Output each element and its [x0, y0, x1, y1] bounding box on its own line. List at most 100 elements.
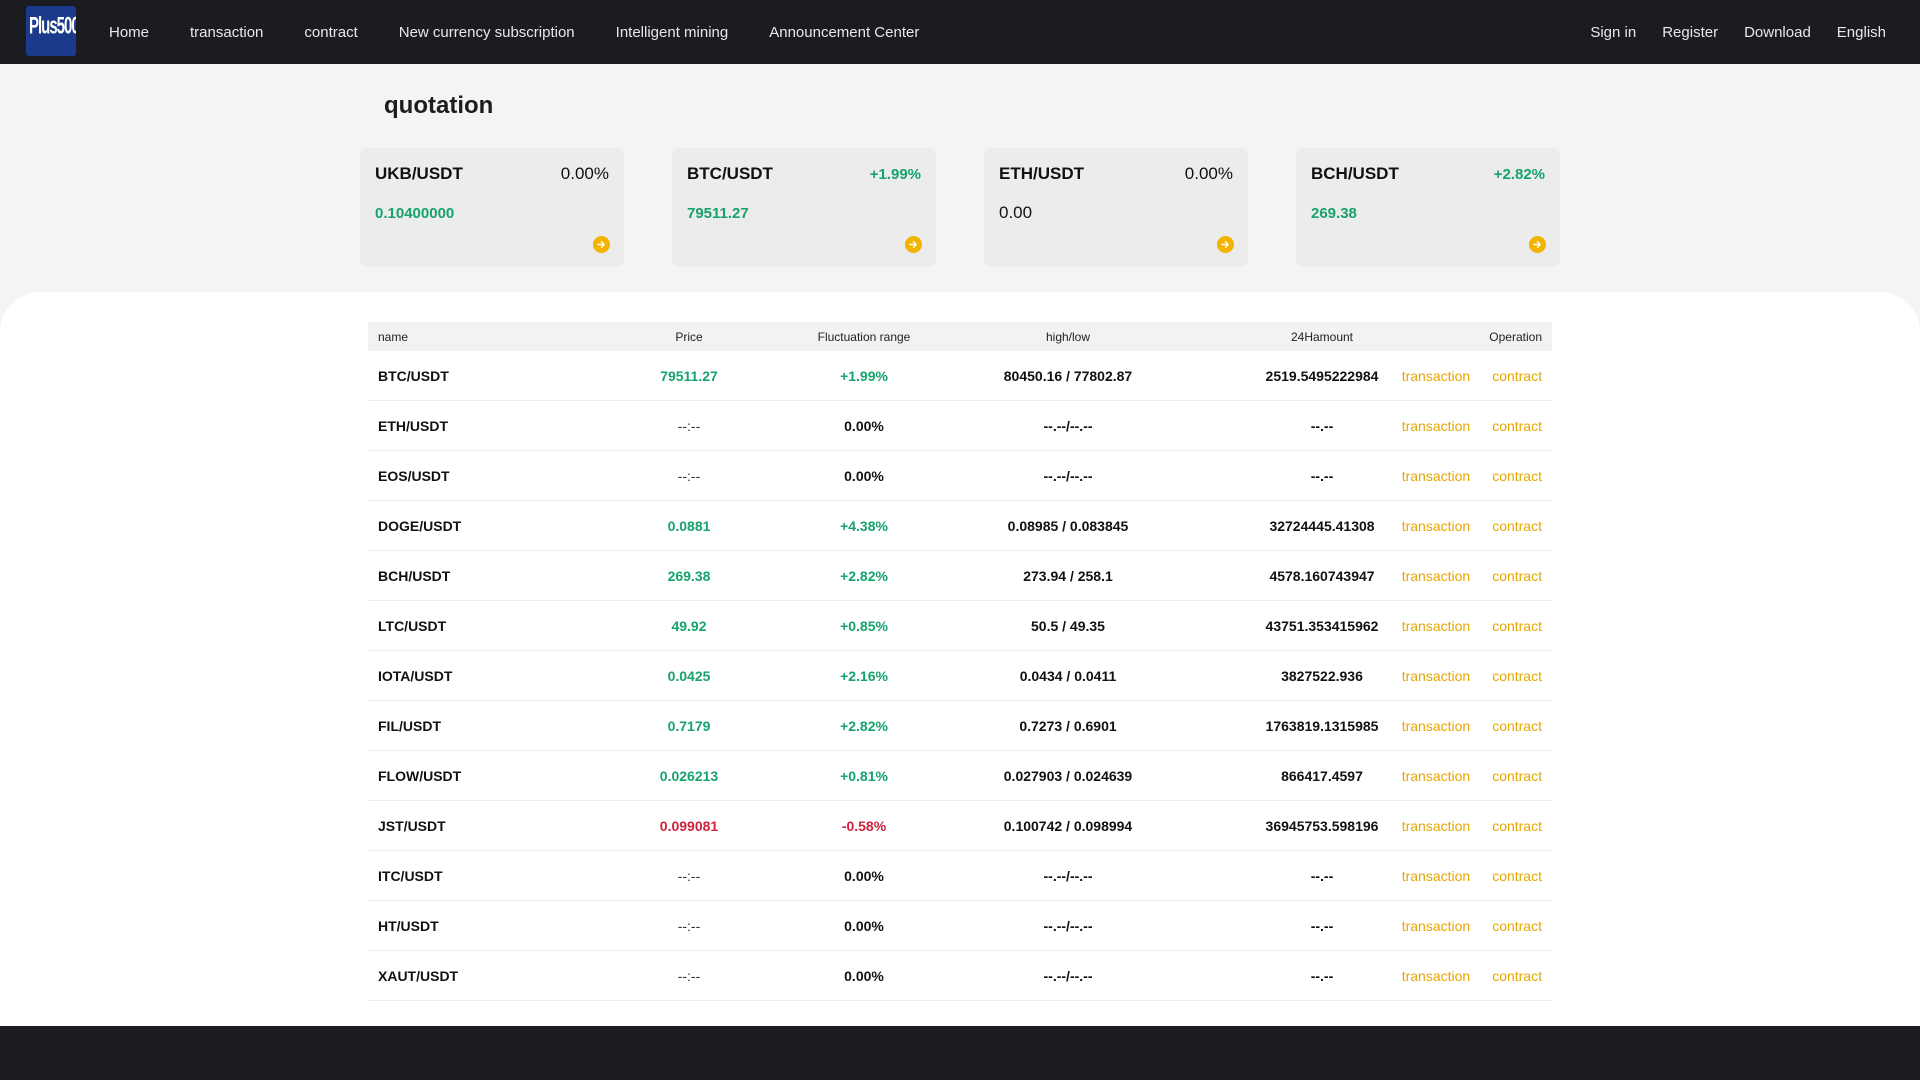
- table-row[interactable]: HT/USDT --:-- 0.00% --.--/--.-- --.-- transac…: [368, 901, 1552, 951]
- arrow-right-icon[interactable]: [905, 236, 922, 253]
- contract-link[interactable]: contract: [1492, 367, 1542, 384]
- quote-card-price: 0.10400000: [375, 205, 455, 222]
- pair-price: 0.0881: [667, 517, 711, 534]
- table-row[interactable]: ETH/USDT --:-- 0.00% --.--/--.-- --.-- transa…: [368, 401, 1552, 451]
- contract-link[interactable]: contract: [1492, 817, 1542, 834]
- language-selector[interactable]: English: [1836, 23, 1886, 41]
- transaction-link[interactable]: transaction: [1401, 467, 1471, 484]
- operation-links: transaction contract: [1380, 601, 1542, 650]
- contract-link[interactable]: contract: [1492, 567, 1542, 584]
- operation-links: transaction contract: [1380, 951, 1542, 1000]
- quotation-title: quotation: [384, 92, 494, 119]
- pair-24h-amount: 3827522.936: [1281, 667, 1363, 684]
- operation-links: transaction contract: [1380, 551, 1542, 600]
- pair-24h-amount: 866417.4597: [1281, 767, 1363, 784]
- pair-price: --:--: [677, 917, 701, 934]
- pair-fluctuation: 0.00%: [844, 867, 884, 884]
- contract-link[interactable]: contract: [1492, 917, 1542, 934]
- contract-link[interactable]: contract: [1492, 767, 1542, 784]
- pair-high-low: --.--/--.--: [1043, 467, 1093, 484]
- transaction-link[interactable]: transaction: [1401, 617, 1471, 634]
- register-link[interactable]: Register: [1662, 23, 1719, 41]
- header-24h-amount: 24Hamount: [1290, 329, 1354, 344]
- table-row[interactable]: DOGE/USDT 0.0881 +4.38% 0.08985 / 0.083845 3…: [368, 501, 1552, 551]
- logo-text: Plus500: [29, 12, 76, 41]
- pair-price: 269.38: [667, 567, 711, 584]
- contract-link[interactable]: contract: [1492, 417, 1542, 434]
- table-row[interactable]: ITC/USDT --:-- 0.00% --.--/--.-- --.-- transa…: [368, 851, 1552, 901]
- nav-new-currency-subscription[interactable]: New currency subscription: [398, 23, 575, 41]
- pair-name: ETH/USDT: [378, 417, 448, 434]
- sign-in-link[interactable]: Sign in: [1590, 23, 1637, 41]
- pair-name: XAUT/USDT: [378, 967, 459, 984]
- pair-fluctuation: 0.00%: [844, 417, 884, 434]
- pair-24h-amount: --.--: [1310, 417, 1334, 434]
- transaction-link[interactable]: transaction: [1401, 517, 1471, 534]
- nav-announcement-center[interactable]: Announcement Center: [769, 23, 920, 41]
- quote-card[interactable]: UKB/USDT 0.00% 0.10400000: [360, 148, 624, 267]
- pair-name: LTC/USDT: [378, 617, 447, 634]
- transaction-link[interactable]: transaction: [1401, 367, 1471, 384]
- operation-links: transaction contract: [1380, 451, 1542, 500]
- transaction-link[interactable]: transaction: [1401, 817, 1471, 834]
- table-row[interactable]: FIL/USDT 0.7179 +2.82% 0.7273 / 0.6901 17638…: [368, 701, 1552, 751]
- table-row[interactable]: LTC/USDT 49.92 +0.85% 50.5 / 49.35 43751.353…: [368, 601, 1552, 651]
- transaction-link[interactable]: transaction: [1401, 767, 1471, 784]
- pair-name: BTC/USDT: [378, 367, 449, 384]
- table-row[interactable]: FLOW/USDT 0.026213 +0.81% 0.027903 / 0.0246…: [368, 751, 1552, 801]
- transaction-link[interactable]: transaction: [1401, 567, 1471, 584]
- contract-link[interactable]: contract: [1492, 467, 1542, 484]
- download-link[interactable]: Download: [1744, 23, 1811, 41]
- contract-link[interactable]: contract: [1492, 717, 1542, 734]
- transaction-link[interactable]: transaction: [1401, 667, 1471, 684]
- top-navigation-bar: Plus500 Home transaction contract New cu…: [0, 0, 1920, 64]
- pair-fluctuation: +4.38%: [840, 517, 888, 534]
- pair-price: 79511.27: [660, 367, 718, 384]
- transaction-link[interactable]: transaction: [1401, 967, 1471, 984]
- nav-contract[interactable]: contract: [304, 23, 358, 41]
- pair-fluctuation: +2.16%: [840, 667, 888, 684]
- nav-transaction[interactable]: transaction: [190, 23, 264, 41]
- quote-card[interactable]: ETH/USDT 0.00% 0.00: [984, 148, 1248, 267]
- pair-price: --:--: [677, 417, 701, 434]
- table-row[interactable]: BTC/USDT 79511.27 +1.99% 80450.16 / 77802.8…: [368, 351, 1552, 401]
- nav-intelligent-mining[interactable]: Intelligent mining: [615, 23, 729, 41]
- pair-fluctuation: +1.99%: [840, 367, 888, 384]
- transaction-link[interactable]: transaction: [1401, 917, 1471, 934]
- contract-link[interactable]: contract: [1492, 867, 1542, 884]
- pair-high-low: --.--/--.--: [1043, 867, 1093, 884]
- arrow-right-icon[interactable]: [1217, 236, 1234, 253]
- pair-24h-amount: 1763819.1315985: [1265, 717, 1379, 734]
- contract-link[interactable]: contract: [1492, 617, 1542, 634]
- arrow-right-icon[interactable]: [593, 236, 610, 253]
- pair-high-low: --.--/--.--: [1043, 417, 1093, 434]
- quote-card[interactable]: BTC/USDT +1.99% 79511.27: [672, 148, 936, 267]
- table-row[interactable]: EOS/USDT --:-- 0.00% --.--/--.-- --.-- transa…: [368, 451, 1552, 501]
- table-row[interactable]: BCH/USDT 269.38 +2.82% 273.94 / 258.1 4578.1…: [368, 551, 1552, 601]
- pair-high-low: 80450.16 / 77802.87: [1003, 367, 1133, 384]
- transaction-link[interactable]: transaction: [1401, 867, 1471, 884]
- quote-card[interactable]: BCH/USDT +2.82% 269.38: [1296, 148, 1560, 267]
- contract-link[interactable]: contract: [1492, 667, 1542, 684]
- pair-price: --:--: [677, 867, 701, 884]
- contract-link[interactable]: contract: [1492, 517, 1542, 534]
- operation-links: transaction contract: [1380, 801, 1542, 850]
- table-row[interactable]: IOTA/USDT 0.0425 +2.16% 0.0434 / 0.0411 3827…: [368, 651, 1552, 701]
- arrow-right-icon[interactable]: [1529, 236, 1546, 253]
- pair-name: EOS/USDT: [378, 467, 450, 484]
- contract-link[interactable]: contract: [1492, 967, 1542, 984]
- quote-card-price: 0.00: [999, 203, 1033, 222]
- transaction-link[interactable]: transaction: [1401, 717, 1471, 734]
- transaction-link[interactable]: transaction: [1401, 417, 1471, 434]
- table-row[interactable]: JST/USDT 0.099081 -0.58% 0.100742 / 0.09899…: [368, 801, 1552, 851]
- nav-home[interactable]: Home: [109, 23, 150, 41]
- header-high-low: high/low: [1045, 329, 1091, 344]
- header-price: Price: [675, 329, 703, 344]
- main-nav: Home transaction contract New currency s…: [109, 0, 960, 64]
- pair-fluctuation: 0.00%: [844, 917, 884, 934]
- table-row[interactable]: XAUT/USDT --:-- 0.00% --.--/--.-- --.-- trans…: [368, 951, 1552, 1001]
- plus500-logo[interactable]: Plus500: [26, 6, 76, 56]
- header-fluctuation: Fluctuation range: [817, 329, 911, 344]
- pair-name: FIL/USDT: [378, 717, 441, 734]
- pair-high-low: 50.5 / 49.35: [1031, 617, 1105, 634]
